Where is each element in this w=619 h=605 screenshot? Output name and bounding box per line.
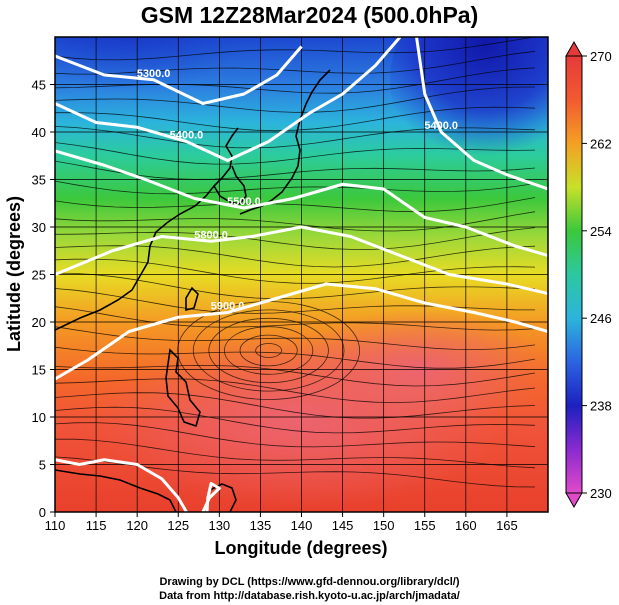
x-tick-label: 110 <box>45 518 66 533</box>
contour-label: 5400.0 <box>170 130 204 142</box>
streamlines <box>55 37 536 488</box>
x-tick-label: 150 <box>373 518 395 533</box>
streamline <box>55 67 536 94</box>
streamline <box>55 125 536 149</box>
streamline-vortex <box>239 334 298 367</box>
streamline <box>55 37 536 61</box>
warm-region-east <box>290 310 548 430</box>
x-tick-label: 130 <box>208 518 230 533</box>
y-tick-label: 15 <box>32 363 46 378</box>
streamline <box>55 438 536 469</box>
streamline <box>55 406 536 434</box>
streamline <box>55 346 536 369</box>
colorbar-tick-label: 246 <box>590 311 612 326</box>
y-tick-label: 35 <box>32 173 46 188</box>
x-tick-label: 145 <box>332 518 354 533</box>
y-tick-label: 10 <box>32 410 46 425</box>
streamline <box>55 197 536 213</box>
contour-line <box>55 45 303 105</box>
x-tick-label: 115 <box>86 518 107 533</box>
contour-line <box>55 37 402 162</box>
streamline-vortex <box>208 317 329 384</box>
contour-label: 5300.0 <box>137 68 171 80</box>
x-tick-label: 155 <box>414 518 436 533</box>
y-tick-label: 25 <box>32 268 46 283</box>
x-tick-label: 125 <box>167 518 189 533</box>
credit-drawing: Drawing by DCL (https://www.gfd-dennou.o… <box>159 576 460 588</box>
streamline <box>55 227 536 250</box>
colorbar-tick-label: 254 <box>590 224 612 239</box>
y-tick-label: 30 <box>32 220 46 235</box>
coastline-borneo <box>55 469 177 512</box>
streamline <box>55 364 536 387</box>
x-tick-label: 135 <box>250 518 272 533</box>
streamline <box>55 211 536 232</box>
x-tick-label: 120 <box>126 518 148 533</box>
x-tick-label: 140 <box>291 518 313 533</box>
colorbar-bar <box>565 55 583 494</box>
colorbar: 270 262 254 246 238 230 <box>565 40 612 509</box>
colorbar-top-cap <box>565 40 583 57</box>
contour-line <box>55 225 548 295</box>
streamline <box>55 50 536 75</box>
streamline-vortex <box>255 343 283 358</box>
contour-label: 5800.0 <box>194 229 228 241</box>
y-tick-label: 5 <box>39 458 46 473</box>
colorbar-bottom-cap <box>565 492 583 509</box>
cold-region-northeast <box>390 37 548 175</box>
coastline-korea <box>213 165 247 205</box>
streamline <box>55 245 536 268</box>
y-tick-label: 45 <box>32 78 46 93</box>
grid-lines <box>55 37 548 512</box>
y-tick-label: 20 <box>32 315 46 330</box>
colorbar-tick-label: 262 <box>590 136 612 151</box>
x-tick-label: 165 <box>496 518 518 533</box>
contour-label: 5500.0 <box>227 196 261 208</box>
colorbar-tick-label: 238 <box>590 399 612 414</box>
streamline <box>55 306 536 331</box>
contour-line <box>201 482 221 512</box>
streamline <box>55 422 536 448</box>
contour-line <box>55 458 188 512</box>
y-axis-label: Latitude (degrees) <box>4 196 24 352</box>
contour-label: 5900.0 <box>211 301 245 313</box>
streamline <box>55 86 536 113</box>
streamline <box>55 272 536 300</box>
x-axis-label: Longitude (degrees) <box>214 538 387 558</box>
contour-label: 5400.0 <box>424 120 458 132</box>
contour-line <box>415 37 548 191</box>
colorbar-tick-label: 230 <box>590 486 612 501</box>
chart-title: GSM 12Z28Mar2024 (500.0hPa) <box>140 2 479 28</box>
y-tick-label: 40 <box>32 125 46 140</box>
streamline <box>55 456 536 488</box>
axis-ticks: 110 115 120 125 130 135 140 145 150 155 160 165 0 5 10… <box>32 78 518 534</box>
coastline-taiwan <box>185 286 199 312</box>
y-tick-label: 0 <box>39 505 46 520</box>
streamline <box>55 258 536 284</box>
streamline-vortex <box>192 309 345 392</box>
credit-data: Data from http://database.rish.kyoto-u.a… <box>159 590 460 602</box>
streamline <box>55 142 536 165</box>
contour-line <box>55 149 548 257</box>
streamline <box>55 160 536 180</box>
height-contours: 5300.0 5400.0 5400.0 5500.0 5800.0 5900.0 <box>55 37 548 512</box>
contour-line <box>55 282 548 381</box>
streamline-vortex <box>224 326 314 375</box>
x-tick-label: 160 <box>455 518 477 533</box>
map-field: 5300.0 5400.0 5400.0 5500.0 5800.0 5900.0 <box>55 37 548 512</box>
streamline <box>55 392 536 419</box>
colorbar-tick-label: 270 <box>590 49 612 64</box>
colorbar-ticks: 270 262 254 246 238 230 <box>582 49 612 501</box>
